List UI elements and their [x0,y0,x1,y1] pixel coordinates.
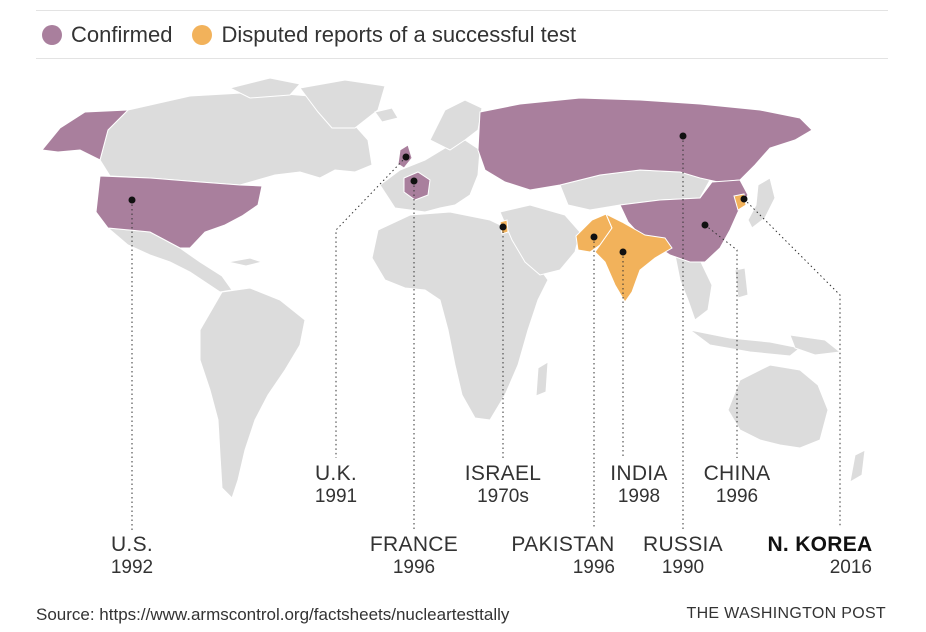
disputed-label: Disputed reports of a successful test [221,22,577,47]
land-australia [727,364,829,449]
marker-us [128,196,136,204]
leader-nkorea [743,198,841,528]
legend-divider [36,58,888,59]
alaska [41,109,130,161]
disputed-swatch [192,25,213,45]
top-divider [36,10,888,11]
disputed-countries [499,193,747,303]
marker-israel [499,223,507,231]
label-nkorea: N. KOREA 2016 [750,533,890,579]
land-philippines [734,267,749,299]
leader-china [704,224,738,458]
label-uk-name: U.K. [314,462,358,485]
confirmed-label: Confirmed [71,22,173,47]
land-indonesia [689,329,802,357]
marker-india [619,248,627,256]
label-israel-name: ISRAEL [464,462,542,485]
label-china-name: CHINA [703,462,771,485]
label-russia-name: RUSSIA [643,533,723,556]
leader-lines [131,136,841,530]
land-southeast-asia [674,254,713,321]
publisher-credit: THE WASHINGTON POST [686,605,886,622]
label-israel-year: 1970s [477,486,529,508]
label-india-year: 1998 [617,486,661,508]
land-new-guinea [789,334,842,356]
label-france: FRANCE 1996 [344,533,484,579]
land-middle-east [499,204,581,276]
land-madagascar [535,361,549,397]
marker-france [410,177,418,185]
label-us: U.S. 1992 [62,533,202,579]
markers [128,132,748,256]
india [594,212,673,303]
label-israel: ISRAEL 1970s [433,462,573,508]
land-new-zealand [849,449,866,483]
marker-russia [679,132,687,140]
marker-uk [402,153,410,161]
label-russia-year: 1990 [661,557,705,579]
label-france-year: 1996 [392,557,436,579]
label-nkorea-year: 2016 [829,557,872,579]
label-us-name: U.S. [110,533,154,556]
label-uk: U.K. 1991 [266,462,406,508]
label-uk-year: 1991 [314,486,358,508]
land-japan [747,177,776,229]
legend-item-disputed: Disputed reports of a successful test [192,22,576,48]
land-south-america [199,287,306,499]
land-europe [379,139,481,213]
label-russia: RUSSIA 1990 [613,533,753,579]
label-pakistan: PAKISTAN 1996 [493,533,633,579]
label-india: INDIA 1998 [569,462,709,508]
marker-nkorea [740,195,748,203]
marker-pakistan [590,233,598,241]
land-iceland [374,107,399,123]
label-pakistan-year: 1996 [572,557,615,579]
usa [95,175,263,249]
label-china: CHINA 1996 [667,462,807,508]
label-nkorea-name: N. KOREA [767,533,873,556]
leader-uk [335,156,407,458]
france [403,171,431,201]
label-china-year: 1996 [715,486,759,508]
label-france-name: FRANCE [369,533,459,556]
legend: Confirmed Disputed reports of a successf… [42,22,596,48]
label-pakistan-name: PAKISTAN [511,533,615,556]
legend-item-confirmed: Confirmed [42,22,172,48]
land-greenland [299,79,386,129]
label-us-year: 1992 [110,557,154,579]
land-arctic-islands [228,77,301,99]
marker-china [701,221,709,229]
land-caribbean [227,257,264,267]
land-scandinavia [429,99,483,151]
label-india-name: INDIA [610,462,668,485]
confirmed-swatch [42,25,62,45]
source-note: Source: https://www.armscontrol.org/fact… [36,605,510,624]
